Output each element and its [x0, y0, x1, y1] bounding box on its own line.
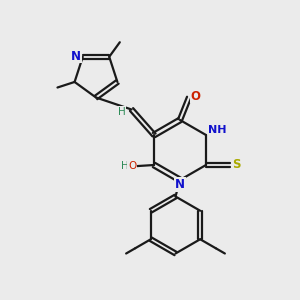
Text: NH: NH — [208, 124, 226, 135]
Text: H: H — [118, 107, 126, 117]
Text: O: O — [190, 89, 201, 103]
Text: H: H — [121, 161, 128, 171]
Text: O: O — [128, 161, 136, 171]
Text: S: S — [232, 158, 240, 171]
Text: N: N — [175, 178, 185, 191]
Text: N: N — [71, 50, 81, 63]
